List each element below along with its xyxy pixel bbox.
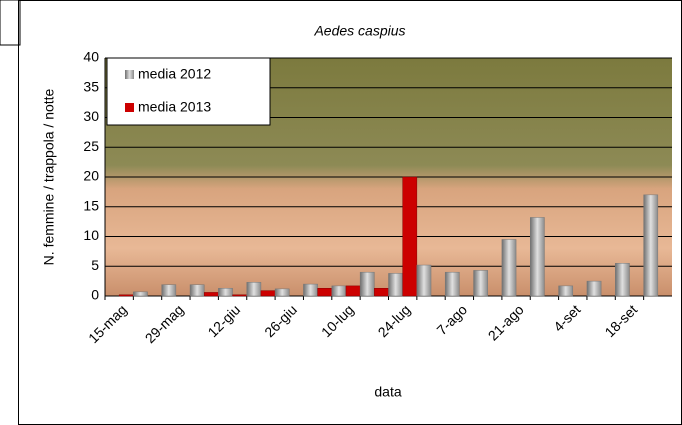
x-tick-label: 10-lug xyxy=(318,301,357,340)
bar xyxy=(162,285,176,296)
bar xyxy=(346,286,360,296)
bar xyxy=(360,272,374,296)
x-tick-label: 7-ago xyxy=(433,301,470,338)
bar xyxy=(190,285,204,296)
y-tick-label: 35 xyxy=(83,78,99,94)
bar xyxy=(275,289,289,296)
x-tick-label: 12-giu xyxy=(204,301,243,340)
bar xyxy=(587,281,601,296)
bar xyxy=(502,239,516,296)
x-tick-label: 29-mag xyxy=(142,301,187,346)
y-tick-label: 40 xyxy=(83,49,99,65)
bar xyxy=(530,217,544,296)
x-tick-label: 4-set xyxy=(550,301,583,334)
bar xyxy=(644,195,658,296)
bar xyxy=(389,273,403,296)
bar xyxy=(133,292,147,296)
x-tick-label: 24-lug xyxy=(375,301,414,340)
bar xyxy=(474,270,488,296)
x-axis-label: data xyxy=(374,384,401,400)
y-tick-label: 5 xyxy=(91,257,99,273)
y-tick-label: 10 xyxy=(83,227,99,243)
bar xyxy=(119,295,133,296)
bar xyxy=(218,288,232,296)
bar xyxy=(615,263,629,296)
bar xyxy=(233,295,247,296)
y-tick-label: 25 xyxy=(83,138,99,154)
legend-label: media 2013 xyxy=(138,99,211,115)
bar xyxy=(204,292,218,296)
legend-swatch xyxy=(125,70,134,79)
x-tick-label: 15-mag xyxy=(85,301,130,346)
bar xyxy=(445,272,459,296)
bar xyxy=(332,286,346,296)
x-tick-label: 26-giu xyxy=(261,301,300,340)
chart-title: Aedes caspius xyxy=(313,23,405,39)
legend-swatch xyxy=(125,103,134,112)
bar xyxy=(318,288,332,296)
y-tick-label: 20 xyxy=(83,168,99,184)
bar xyxy=(403,177,417,296)
side-box xyxy=(0,0,20,45)
bar xyxy=(261,291,275,296)
bar xyxy=(559,286,573,296)
bar xyxy=(417,265,431,296)
y-tick-label: 0 xyxy=(91,287,99,303)
bar xyxy=(303,284,317,296)
legend-label: media 2012 xyxy=(138,66,211,82)
y-tick-label: 15 xyxy=(83,197,99,213)
bar xyxy=(247,282,261,296)
y-tick-label: 30 xyxy=(83,108,99,124)
x-tick-label: 21-ago xyxy=(485,301,527,343)
y-axis-label: N. femmine / trappola / notte xyxy=(41,88,57,265)
x-tick-label: 18-set xyxy=(601,301,640,340)
bar xyxy=(374,288,388,296)
chart: Aedes caspius data N. femmine / trappola… xyxy=(0,0,682,425)
